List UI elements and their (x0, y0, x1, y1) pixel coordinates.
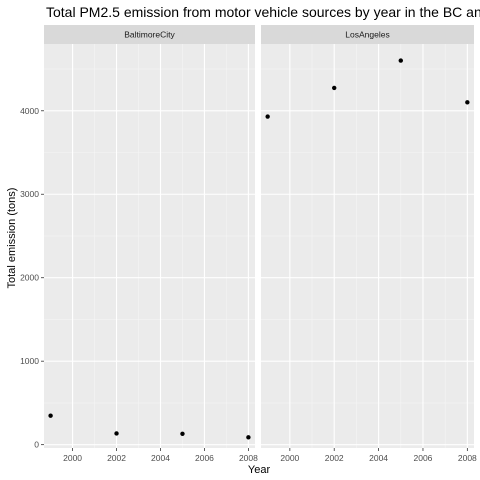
data-point (246, 435, 251, 440)
x-tick-label: 2000 (63, 453, 82, 463)
y-tick-label: 2000 (20, 273, 39, 283)
x-tick-label: 2006 (195, 453, 214, 463)
facet-strip (261, 25, 474, 44)
data-point (180, 431, 185, 437)
data-point (398, 58, 403, 63)
facet-strip-label: BaltimoreCity (124, 30, 175, 40)
x-tick-label: 2008 (458, 453, 477, 463)
x-tick-label: 2002 (325, 453, 344, 463)
panel-losangeles: LosAngeles (261, 25, 474, 448)
facet-strip (44, 25, 255, 44)
x-axis: 2000 2002 2004 2006 2008 2000 2002 2004 2006 2008 (63, 448, 477, 463)
y-tick-label: 0 (34, 440, 39, 450)
data-point (465, 100, 470, 105)
y-axis-title: Total emission (tons) (6, 188, 18, 289)
y-tick-label: 1000 (20, 356, 39, 366)
data-point (114, 431, 119, 436)
panel-background (261, 44, 474, 448)
panel-baltimorecity: BaltimoreCity (44, 25, 255, 448)
x-tick-label: 2008 (239, 453, 258, 463)
y-axis: 0 1000 2000 3000 4000 (20, 106, 44, 450)
data-point (332, 85, 337, 91)
y-tick-label: 3000 (20, 189, 39, 199)
data-point (265, 114, 270, 119)
chart-title: Total PM2.5 emission from motor vehicle … (46, 4, 480, 20)
facet-strip-label: LosAngeles (345, 30, 389, 40)
x-tick-label: 2004 (151, 453, 170, 463)
x-tick-label: 2004 (369, 453, 388, 463)
panel-background (44, 44, 255, 448)
facet-panels: BaltimoreCity LosAngeles (44, 25, 474, 448)
x-axis-title: Year (248, 464, 271, 476)
x-tick-label: 2000 (280, 453, 299, 463)
x-tick-label: 2002 (107, 453, 126, 463)
x-tick-label: 2006 (414, 453, 433, 463)
data-point (48, 413, 53, 418)
y-tick-label: 4000 (20, 106, 39, 116)
